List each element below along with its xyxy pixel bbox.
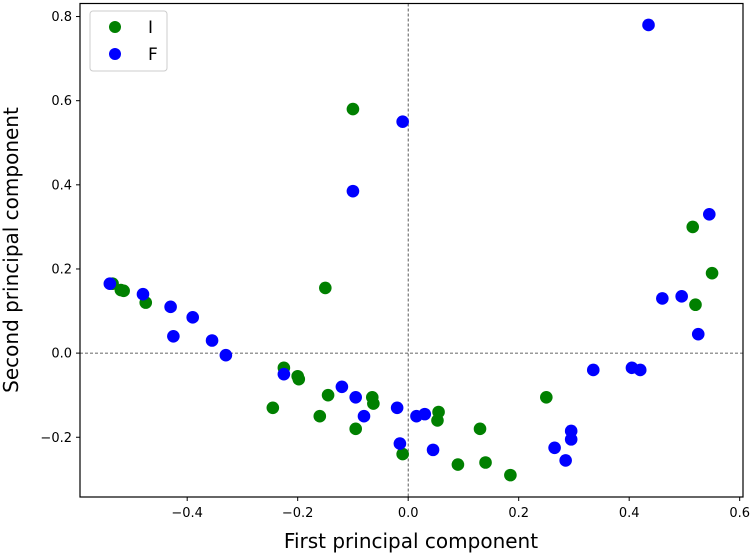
data-point	[479, 456, 492, 469]
data-point	[367, 397, 380, 410]
y-tick-label: 0.6	[51, 94, 72, 109]
y-tick-label: −0.2	[40, 431, 72, 446]
data-point	[548, 441, 561, 455]
data-point	[266, 401, 280, 415]
data-point	[451, 458, 465, 471]
legend: I F	[89, 10, 168, 72]
data-point	[418, 407, 432, 421]
y-axis-ticks: −0.2 0.0 0.2 0.4 0.6 0.8	[40, 10, 80, 446]
x-axis-ticks: −0.4 −0.2 0.0 0.2 0.4 0.6	[171, 497, 750, 521]
data-point	[689, 298, 702, 312]
y-axis-label: Second principal component	[0, 107, 23, 393]
legend-marker-f-icon	[109, 48, 121, 60]
x-tick-label: −0.4	[171, 506, 203, 521]
series-i	[106, 102, 719, 482]
data-point	[473, 422, 487, 436]
y-tick-label: 0.8	[51, 10, 72, 25]
data-point	[117, 284, 130, 298]
data-point	[167, 329, 180, 343]
data-point	[321, 388, 335, 402]
data-point	[559, 454, 572, 467]
data-point	[164, 300, 177, 314]
data-point	[396, 447, 409, 461]
y-tick-label: 0.4	[51, 178, 72, 193]
data-point	[705, 266, 719, 280]
legend-label-f: F	[148, 45, 158, 65]
data-point	[136, 287, 150, 301]
data-point	[633, 363, 647, 377]
x-tick-label: 0.0	[398, 506, 419, 521]
x-tick-label: 0.2	[508, 506, 529, 521]
data-point	[349, 422, 362, 436]
data-point	[346, 102, 360, 116]
data-point	[357, 409, 371, 423]
y-tick-label: 0.0	[51, 347, 72, 362]
legend-label-i: I	[148, 18, 153, 38]
data-point	[686, 220, 700, 234]
data-point	[277, 367, 291, 381]
y-tick-label: 0.2	[51, 262, 72, 277]
data-point	[186, 311, 200, 324]
data-point	[564, 433, 578, 446]
points-layer	[103, 18, 719, 482]
data-point	[586, 363, 600, 377]
data-point	[540, 390, 553, 404]
data-point	[642, 18, 655, 32]
data-point	[691, 327, 705, 341]
plot-frame	[79, 2, 744, 498]
data-point	[292, 372, 306, 386]
series-f	[103, 18, 716, 467]
plot-area	[80, 3, 743, 497]
data-point	[426, 443, 440, 457]
x-tick-label: 0.6	[729, 506, 750, 521]
data-point	[396, 115, 409, 129]
data-point	[504, 468, 517, 482]
data-point	[219, 348, 233, 362]
x-tick-label: −0.2	[282, 506, 314, 521]
data-point	[390, 401, 404, 415]
x-tick-label: 0.4	[619, 506, 640, 521]
data-point	[656, 292, 669, 305]
data-point	[313, 409, 327, 423]
data-point	[319, 281, 332, 295]
data-point	[346, 184, 360, 198]
data-point	[335, 380, 349, 394]
data-point	[103, 277, 117, 290]
data-point	[349, 390, 362, 404]
data-point	[702, 207, 716, 221]
legend-marker-i-icon	[109, 21, 121, 33]
data-point	[393, 437, 407, 450]
x-axis-label: First principal component	[284, 529, 538, 553]
data-point	[205, 334, 219, 347]
data-point	[675, 290, 688, 303]
data-point	[431, 414, 444, 427]
